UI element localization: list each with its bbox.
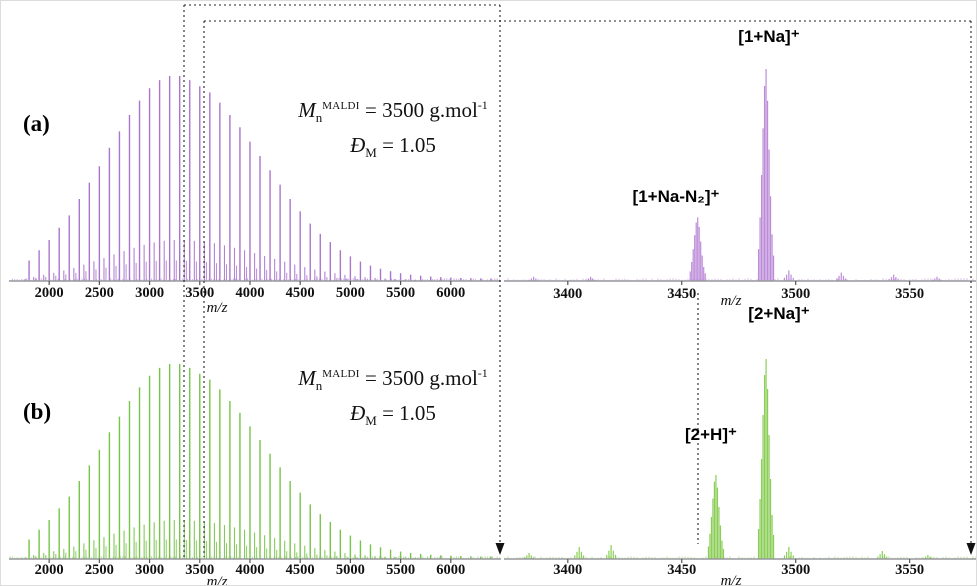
svg-text:3500: 3500	[185, 562, 214, 578]
mn-value: = 3500 g.mol	[359, 366, 478, 390]
svg-text:3400: 3400	[553, 562, 582, 578]
dispersity-subscript: M	[365, 145, 377, 161]
mn-symbol: M	[298, 366, 316, 390]
svg-text:3500: 3500	[781, 286, 810, 302]
mn-exponent: -1	[477, 98, 488, 112]
mn-superscript: MALDI	[322, 100, 360, 112]
svg-text:3450: 3450	[667, 562, 696, 578]
svg-text:5500: 5500	[386, 562, 415, 578]
peak-label-1-na: [1+Na]⁺	[738, 27, 800, 46]
mn-symbol: M	[298, 98, 316, 122]
panel-b-mn-line: MnMALDI = 3500 g.mol-1	[223, 366, 563, 394]
svg-text:3550: 3550	[895, 286, 924, 302]
panel-a-mn-line: MnMALDI = 3500 g.mol-1	[223, 98, 563, 126]
peak-label-2-na: [2+Na]⁺	[748, 304, 810, 323]
dispersity-value: = 1.05	[376, 133, 436, 158]
svg-text:5000: 5000	[336, 562, 365, 578]
svg-text:3500: 3500	[185, 285, 214, 301]
dispersity-symbol: Đ	[350, 133, 366, 158]
spectrum-a-full-plot: 2000 2500 3000 3500 4000 4500 5000 5500 6000 m/z	[9, 41, 501, 318]
svg-text:m/z: m/z	[207, 574, 228, 586]
spectrum-b-zoom-plot: 3400 3450 3500 3550 m/z	[504, 301, 976, 586]
svg-text:5000: 5000	[336, 285, 365, 301]
mn-superscript: MALDI	[322, 368, 360, 380]
svg-text:2500: 2500	[85, 562, 114, 578]
svg-text:4000: 4000	[235, 285, 264, 301]
mn-subscript: n	[315, 110, 323, 126]
svg-text:4500: 4500	[286, 285, 315, 301]
panel-b-dispersity-line: ĐM = 1.05	[223, 401, 563, 429]
svg-text:5500: 5500	[386, 285, 415, 301]
mn-subscript: n	[315, 378, 323, 394]
spectrum-a-zoom-plot: 3400 3450 3500 3550 m/z	[504, 31, 976, 316]
dispersity-subscript: M	[365, 413, 377, 429]
svg-text:3000: 3000	[135, 285, 164, 301]
peak-label-1-na-n2: [1+Na-N₂]⁺	[632, 187, 720, 206]
svg-text:4000: 4000	[235, 562, 264, 578]
svg-text:3500: 3500	[781, 562, 810, 578]
panel-b-annotation: MnMALDI = 3500 g.mol-1 ĐM = 1.05	[223, 366, 563, 429]
svg-text:2000: 2000	[35, 562, 64, 578]
svg-text:m/z: m/z	[721, 293, 742, 309]
svg-text:2000: 2000	[35, 285, 64, 301]
panel-a-annotation: MnMALDI = 3500 g.mol-1 ĐM = 1.05	[223, 98, 563, 161]
mn-exponent: -1	[477, 366, 488, 380]
svg-text:m/z: m/z	[721, 573, 742, 586]
svg-text:6000: 6000	[436, 562, 465, 578]
svg-text:m/z: m/z	[207, 300, 228, 313]
peak-label-2-h: [2+H]⁺	[685, 425, 737, 444]
svg-text:3550: 3550	[895, 562, 924, 578]
mn-value: = 3500 g.mol	[359, 98, 478, 122]
svg-text:3450: 3450	[667, 286, 696, 302]
svg-text:2500: 2500	[85, 285, 114, 301]
dispersity-value: = 1.05	[376, 401, 436, 426]
panel-a-dispersity-line: ĐM = 1.05	[223, 133, 563, 161]
panel-b-label: (b)	[23, 399, 52, 424]
dispersity-symbol: Đ	[350, 401, 366, 426]
svg-text:3400: 3400	[553, 286, 582, 302]
svg-text:3000: 3000	[135, 562, 164, 578]
svg-text:4500: 4500	[286, 562, 315, 578]
panel-a-label: (a)	[23, 111, 50, 136]
svg-text:6000: 6000	[436, 285, 465, 301]
spectrum-b-full-plot: 2000 2500 3000 3500 4000 4500 5000 5500 6000 m/z	[9, 326, 501, 586]
